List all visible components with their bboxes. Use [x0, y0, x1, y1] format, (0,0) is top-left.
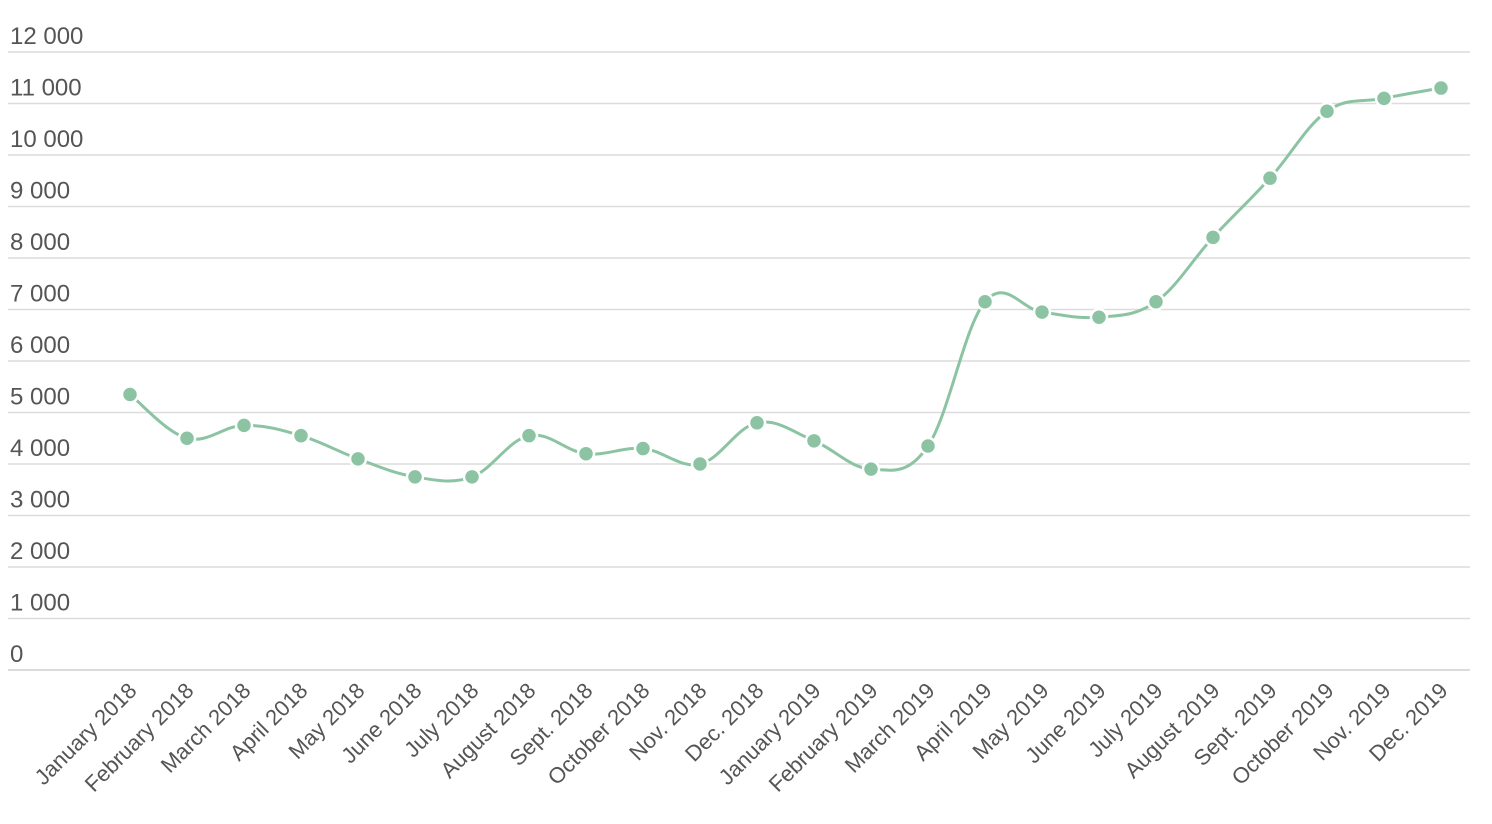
data-point: [1374, 89, 1394, 108]
y-tick-label: 2 000: [10, 538, 70, 565]
data-point: [519, 426, 539, 445]
data-point: [633, 439, 653, 458]
y-tick-label: 4 000: [10, 435, 70, 462]
data-point: [861, 459, 881, 479]
data-point: [690, 454, 710, 474]
gridlines: [8, 51, 1470, 671]
data-point: [348, 449, 368, 469]
data-points: [120, 78, 1451, 487]
data-point: [1146, 292, 1166, 312]
y-tick-label: 11 000: [10, 75, 82, 102]
y-tick-label: 7 000: [10, 281, 70, 308]
y-tick-label: 12 000: [10, 23, 83, 50]
data-point: [804, 431, 824, 451]
y-tick-label: 0: [10, 641, 23, 668]
y-tick-label: 6 000: [10, 332, 70, 359]
data-point: [747, 413, 767, 433]
data-point: [1431, 78, 1451, 98]
series-line: [129, 86, 1442, 483]
data-point: [576, 444, 596, 463]
y-tick-label: 8 000: [10, 229, 70, 256]
data-point: [462, 467, 482, 487]
data-point: [234, 416, 254, 435]
data-point: [1203, 228, 1223, 247]
series-line-group: [129, 86, 1442, 483]
y-tick-label: 5 000: [10, 384, 70, 411]
data-point: [1032, 302, 1052, 322]
data-point: [975, 292, 995, 312]
y-axis-tick-labels: 0 1 000 2 000 3 000 4 000 5 000 6 000 7 000 8 00…: [10, 23, 83, 668]
data-point: [918, 436, 938, 456]
y-tick-label: 3 000: [10, 487, 70, 514]
data-point: [1260, 168, 1280, 188]
data-point: [405, 467, 425, 487]
data-point: [120, 385, 140, 404]
data-point: [1317, 101, 1337, 121]
y-tick-label: 10 000: [10, 126, 83, 153]
data-point: [177, 429, 197, 448]
data-point: [1089, 307, 1109, 327]
y-tick-label: 1 000: [10, 590, 70, 617]
y-tick-label: 9 000: [10, 178, 70, 205]
data-point: [291, 426, 311, 445]
